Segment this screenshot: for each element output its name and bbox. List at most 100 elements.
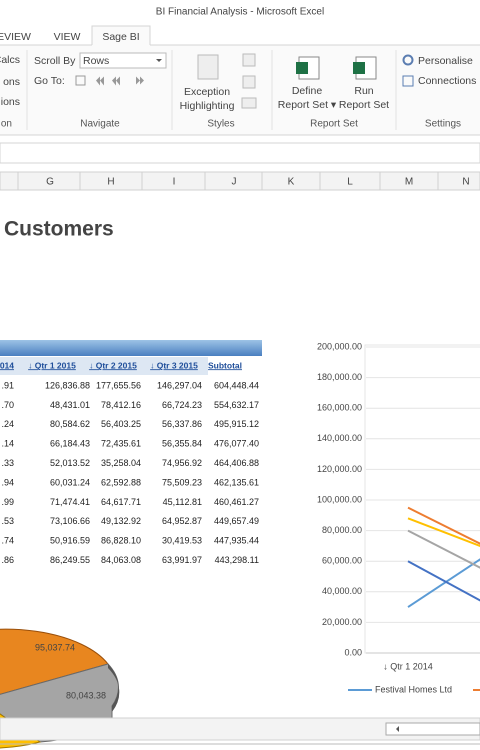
- table-cell: 78,412.16: [101, 400, 141, 410]
- style-icon[interactable]: [241, 97, 257, 109]
- goto-icons[interactable]: [75, 75, 144, 86]
- y-tick-label: 100,000.00: [317, 494, 362, 504]
- y-tick-label: 140,000.00: [317, 433, 362, 443]
- series-line: [407, 506, 480, 545]
- table-cell: 73,106.66: [50, 516, 90, 526]
- scroll-dropdown[interactable]: [79, 52, 167, 69]
- table-cell: 49,132.92: [101, 516, 141, 526]
- table-cell: 75,509.23: [162, 477, 202, 487]
- table-cell: 72,435.61: [101, 439, 141, 449]
- table-cell: .14: [1, 439, 14, 449]
- ribbon-button-label: Highlighting: [180, 100, 235, 112]
- table-cell: 63,991.97: [162, 555, 202, 565]
- table-cell: 464,406.88: [214, 458, 259, 468]
- ribbon-item: ions: [1, 96, 20, 108]
- table-cell: .94: [1, 477, 14, 487]
- style-icon[interactable]: [242, 75, 256, 89]
- ribbon-tab[interactable]: EVIEW: [0, 31, 31, 43]
- column-header: M: [405, 177, 413, 188]
- table-cell: 74,956.92: [162, 458, 202, 468]
- ribbon-item: Calcs: [0, 54, 20, 66]
- column-header: N: [462, 177, 469, 188]
- ribbon-label: Scroll By: [34, 55, 76, 67]
- table-header: Subtotal: [208, 360, 242, 370]
- style-icon[interactable]: [242, 53, 256, 67]
- table-cell: 443,298.11: [215, 555, 259, 565]
- y-tick-label: 200,000.00: [317, 341, 362, 351]
- group-label: Navigate: [80, 119, 120, 130]
- chart-area: [295, 330, 480, 710]
- table-cell: 71,474.41: [50, 497, 90, 507]
- table-cell: 554,632.17: [214, 400, 259, 410]
- table-cell: .24: [1, 419, 14, 429]
- table-cell: 35,258.04: [101, 458, 141, 468]
- ribbon-button-label: Define: [292, 85, 323, 97]
- table-cell: .74: [1, 536, 14, 546]
- ribbon-item: ons: [3, 76, 20, 88]
- group-label: Settings: [425, 119, 461, 130]
- y-tick-label: 20,000.00: [322, 617, 362, 627]
- table-cell: .91: [1, 380, 14, 390]
- table-cell: 495,915.12: [214, 419, 259, 429]
- table-header: ↓ Qtr 1 2015: [28, 360, 76, 370]
- table-cell: 86,828.10: [101, 536, 141, 546]
- formula-bar[interactable]: [0, 142, 480, 164]
- column-header: K: [288, 177, 295, 188]
- series-line: [407, 558, 480, 608]
- pie-label: 95,037.74: [35, 642, 75, 652]
- ribbon-item[interactable]: Personalise: [418, 55, 473, 67]
- table-header-bg: [0, 357, 208, 375]
- table-cell: 45,112.81: [163, 497, 202, 507]
- y-tick-label: 160,000.00: [317, 403, 362, 413]
- table-cell: 56,337.86: [162, 419, 202, 429]
- x-tick-label: ↓ Qtr 1 2014: [383, 661, 433, 671]
- highlight-icon[interactable]: [197, 54, 219, 80]
- table-cell: 30,419.53: [162, 536, 202, 546]
- y-tick-label: 180,000.00: [317, 372, 362, 382]
- y-tick-label: 60,000.00: [322, 556, 362, 566]
- table-cell: 48,431.01: [50, 400, 90, 410]
- table-cell: 62,592.88: [101, 477, 141, 487]
- table-cell: 50,916.59: [50, 536, 90, 546]
- y-tick-label: 80,000.00: [322, 525, 362, 535]
- table-cell: .53: [1, 516, 14, 526]
- run-icon: [353, 62, 365, 74]
- y-tick-label: 120,000.00: [317, 464, 362, 474]
- group-label: Styles: [207, 119, 234, 130]
- table-cell: .33: [1, 458, 14, 468]
- table-cell: 126,836.88: [45, 380, 90, 390]
- group-label: Report Set: [310, 119, 358, 130]
- ribbon-tab[interactable]: Sage BI: [102, 31, 139, 43]
- table-cell: 177,655.56: [96, 380, 141, 390]
- table-cell: .70: [1, 400, 14, 410]
- scroll-left[interactable]: [396, 726, 399, 732]
- ribbon-label: Go To:: [34, 75, 65, 87]
- series-line: [407, 517, 480, 547]
- column-header: J: [232, 177, 237, 188]
- ribbon-tab[interactable]: VIEW: [54, 31, 81, 43]
- series-line: [407, 529, 480, 569]
- table-band: [0, 340, 262, 356]
- column-header-row: [0, 171, 480, 191]
- horizontal-scrollbar[interactable]: [385, 722, 480, 736]
- define-icon: [296, 62, 308, 74]
- column-header: H: [107, 177, 114, 188]
- table-header: 014: [0, 360, 14, 370]
- table-cell: 476,077.40: [214, 439, 259, 449]
- ribbon-button-label: Run: [354, 85, 373, 97]
- table-cell: 60,031.24: [50, 477, 90, 487]
- table-cell: 447,935.44: [214, 536, 259, 546]
- legend-label: Festival Homes Ltd: [375, 684, 452, 694]
- table-cell: 64,617.71: [101, 497, 141, 507]
- ribbon-button-label: Report Set ▾: [278, 99, 337, 111]
- column-header: I: [173, 177, 176, 188]
- column-header: L: [347, 177, 353, 188]
- table-cell: 462,135.61: [214, 477, 259, 487]
- table-cell: 460,461.27: [214, 497, 259, 507]
- table-cell: 56,403.25: [101, 419, 141, 429]
- window-title: BI Financial Analysis - Microsoft Excel: [156, 7, 324, 18]
- active-tab[interactable]: [91, 25, 151, 45]
- pie-label: 80,043.38: [66, 690, 106, 700]
- ribbon-item[interactable]: Connections: [418, 75, 476, 87]
